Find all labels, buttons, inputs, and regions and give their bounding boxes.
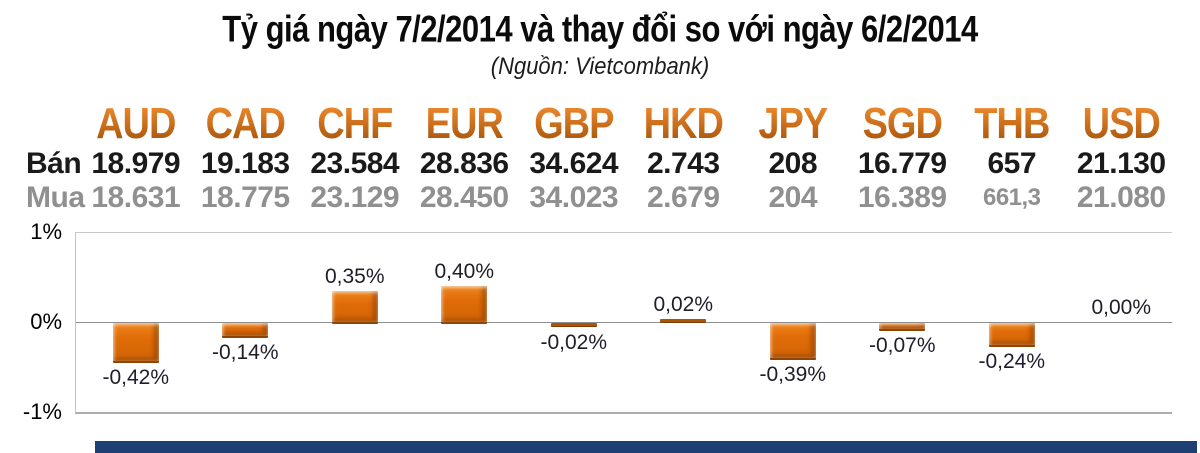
bar-EUR bbox=[441, 286, 488, 324]
currency-code-CHF: CHF bbox=[300, 100, 410, 148]
bar-JPY bbox=[769, 323, 816, 360]
currency-code-HKD: HKD bbox=[629, 100, 739, 148]
sell-rate-THB: 657 bbox=[987, 147, 1037, 180]
buy-rate-AUD: 18.631 bbox=[91, 181, 181, 214]
currency-header-row: AUD CAD CHF EUR GBP HKD JPY SGD THB USD bbox=[0, 100, 1177, 148]
gridline-neg1pct bbox=[75, 412, 1172, 414]
sell-rate-HKD: 2.743 bbox=[646, 147, 720, 180]
currency-code-JPY: JPY bbox=[738, 100, 848, 148]
bar-label-EUR: 0,40% bbox=[434, 260, 495, 283]
bottom-divider-bar bbox=[95, 441, 1197, 453]
buy-rate-JPY: 204 bbox=[768, 181, 818, 214]
page-title: Tỷ giá ngày 7/2/2014 và thay đổi so với … bbox=[222, 8, 978, 50]
y-axis-tick-0pct: 0% bbox=[30, 309, 62, 334]
buy-rate-GBP: 34.023 bbox=[529, 181, 619, 214]
buy-rate-HKD: 2.679 bbox=[646, 181, 720, 214]
sell-rate-CHF: 23.584 bbox=[310, 147, 400, 180]
bar-label-SGD: -0,07% bbox=[868, 334, 936, 357]
bar-label-CHF: 0,35% bbox=[324, 265, 385, 288]
buy-rate-row: Mua 18.631 18.775 23.129 28.450 34.023 2.679 20… bbox=[0, 181, 1177, 214]
source-note: (Nguồn: Vietcombank) bbox=[490, 52, 710, 80]
sell-rate-row: Bán 18.979 19.183 23.584 28.836 34.624 2.743 20… bbox=[0, 147, 1177, 180]
sell-row-label: Bán bbox=[26, 147, 82, 180]
sell-rate-EUR: 28.836 bbox=[419, 147, 509, 180]
sell-rate-GBP: 34.624 bbox=[529, 147, 619, 180]
buy-rate-USD: 21.080 bbox=[1076, 181, 1166, 214]
y-axis-tick-1pct: 1% bbox=[30, 219, 62, 244]
currency-code-AUD: AUD bbox=[81, 100, 191, 148]
sell-rate-JPY: 208 bbox=[768, 147, 818, 180]
currency-code-USD: USD bbox=[1067, 100, 1177, 148]
bar-label-CAD: -0,14% bbox=[211, 341, 279, 364]
bar-label-AUD: -0,42% bbox=[102, 366, 170, 389]
currency-code-THB: THB bbox=[957, 100, 1067, 148]
sell-rate-SGD: 16.779 bbox=[857, 147, 947, 180]
buy-rate-CAD: 18.775 bbox=[200, 181, 290, 214]
currency-code-CAD: CAD bbox=[191, 100, 301, 148]
buy-row-label: Mua bbox=[26, 181, 85, 214]
y-axis-tick-neg1pct: -1% bbox=[22, 399, 62, 424]
sell-rate-USD: 21.130 bbox=[1076, 147, 1166, 180]
bar-HKD bbox=[660, 319, 707, 323]
sell-rate-CAD: 19.183 bbox=[200, 147, 290, 180]
bar-SGD bbox=[879, 323, 926, 331]
buy-rate-SGD: 16.389 bbox=[857, 181, 947, 214]
currency-code-EUR: EUR bbox=[410, 100, 520, 148]
bar-label-HKD: 0,02% bbox=[653, 293, 714, 316]
buy-rate-EUR: 28.450 bbox=[419, 181, 509, 214]
bar-label-USD: 0,00% bbox=[1091, 296, 1152, 319]
currency-code-SGD: SGD bbox=[848, 100, 958, 148]
bar-AUD bbox=[112, 323, 159, 363]
gridline-zero bbox=[75, 322, 1172, 323]
buy-rate-THB: 661,3 bbox=[982, 184, 1041, 211]
bar-label-GBP: -0,02% bbox=[540, 331, 608, 354]
bar-GBP bbox=[550, 323, 597, 327]
y-axis-line bbox=[75, 232, 76, 413]
bar-THB bbox=[988, 323, 1035, 347]
bar-CHF bbox=[331, 291, 378, 324]
bar-label-THB: -0,24% bbox=[978, 350, 1046, 373]
sell-rate-AUD: 18.979 bbox=[91, 147, 181, 180]
buy-rate-CHF: 23.129 bbox=[310, 181, 400, 214]
currency-code-GBP: GBP bbox=[519, 100, 629, 148]
bar-CAD bbox=[222, 323, 269, 338]
bar-label-JPY: -0,39% bbox=[759, 363, 827, 386]
gridline-1pct bbox=[75, 232, 1172, 233]
